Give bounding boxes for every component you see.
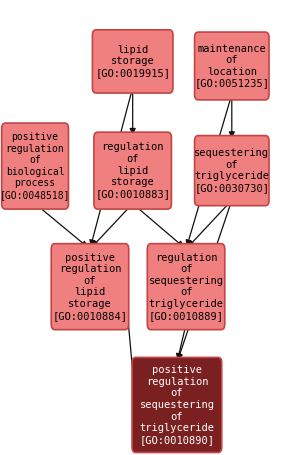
FancyBboxPatch shape xyxy=(51,244,129,329)
Text: positive
regulation
of
biological
process
[GO:0048518]: positive regulation of biological proces… xyxy=(0,132,70,200)
Text: regulation
of
lipid
storage
[GO:0010883]: regulation of lipid storage [GO:0010883] xyxy=(95,142,170,199)
FancyBboxPatch shape xyxy=(132,358,222,452)
FancyBboxPatch shape xyxy=(195,136,269,206)
Text: sequestering
of
triglyceride
[GO:0030730]: sequestering of triglyceride [GO:0030730… xyxy=(194,148,269,193)
FancyBboxPatch shape xyxy=(147,244,225,329)
Text: regulation
of
sequestering
of
triglyceride
[GO:0010889]: regulation of sequestering of triglyceri… xyxy=(149,253,224,321)
Text: positive
regulation
of
lipid
storage
[GO:0010884]: positive regulation of lipid storage [GO… xyxy=(52,253,127,321)
FancyBboxPatch shape xyxy=(195,32,269,100)
FancyBboxPatch shape xyxy=(2,123,68,209)
FancyBboxPatch shape xyxy=(94,132,171,209)
Text: maintenance
of
location
[GO:0051235]: maintenance of location [GO:0051235] xyxy=(194,44,269,88)
FancyBboxPatch shape xyxy=(92,30,173,93)
Text: lipid
storage
[GO:0019915]: lipid storage [GO:0019915] xyxy=(95,45,170,78)
Text: positive
regulation
of
sequestering
of
triglyceride
[GO:0010890]: positive regulation of sequestering of t… xyxy=(139,365,214,445)
